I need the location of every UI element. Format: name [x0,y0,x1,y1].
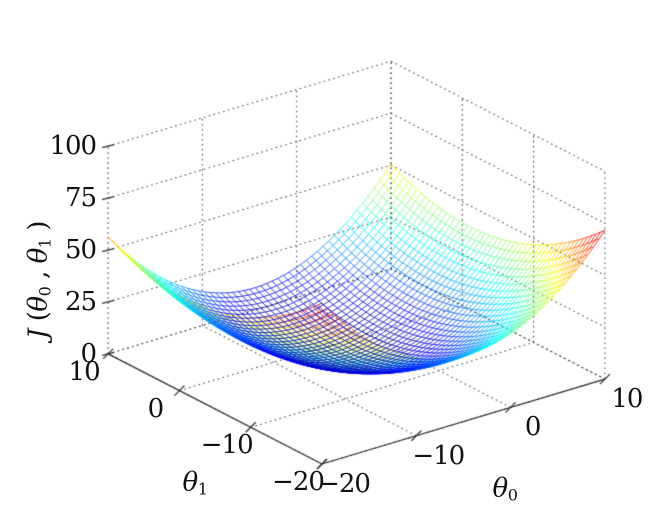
math-symbol: ( [23,311,54,330]
z-axis-label-cost-function: J (θ0 , θ1 ) [23,221,54,339]
math-symbol: θ [492,473,509,504]
x-axis-label-theta0: θ0 [493,473,518,504]
math-symbol: J [23,329,54,339]
subscript: 0 [507,485,518,505]
y-axis-label-theta1: θ1 [183,467,208,498]
subscript: 1 [35,238,55,249]
subscript: 0 [35,286,55,297]
math-symbol: ) [23,221,54,239]
math-symbol: θ [23,248,54,264]
math-symbol: θ [23,296,54,312]
subscript: 1 [197,479,208,499]
math-symbol: θ [182,467,199,498]
math-symbol: , [23,263,54,287]
